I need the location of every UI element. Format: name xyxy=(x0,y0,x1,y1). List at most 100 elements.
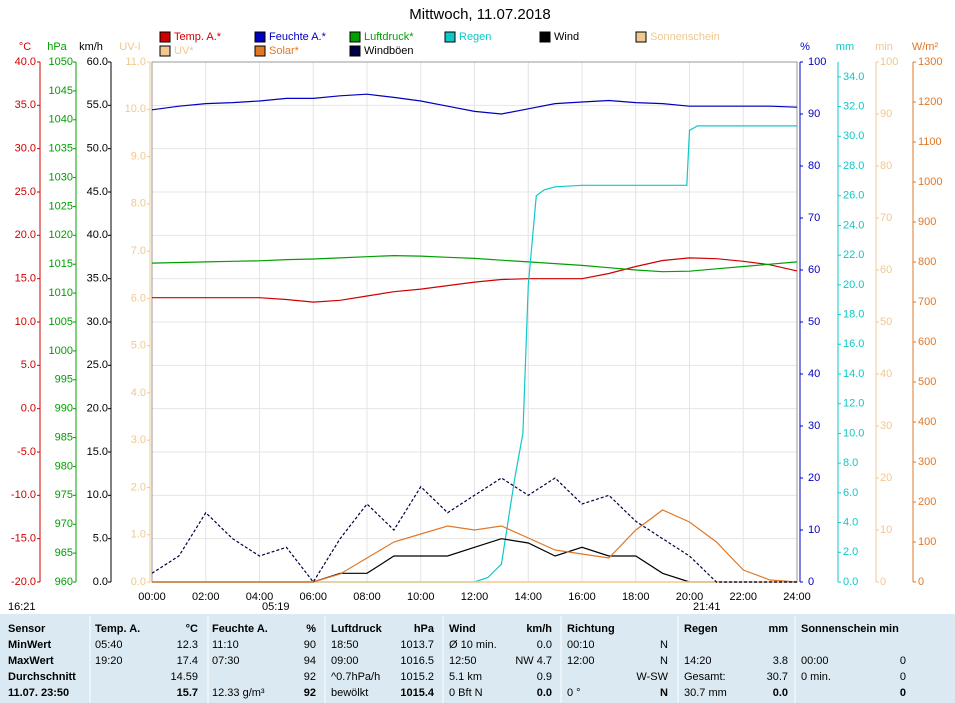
table-cell: Sonnenschein min xyxy=(801,623,899,635)
y-tick-label: 35.0 xyxy=(87,273,108,285)
y-tick-label: 5.0 xyxy=(93,533,108,545)
y-tick-label: 7.0 xyxy=(131,245,146,257)
y-tick-label: 1000 xyxy=(49,345,73,357)
legend-label: Windböen xyxy=(364,45,414,57)
table-cell: NW 4.7 xyxy=(515,655,552,667)
y-tick-label: 1100 xyxy=(918,136,942,148)
table-cell: N xyxy=(660,639,668,651)
table-cell: 05:40 xyxy=(95,639,123,651)
x-tick-label: 04:00 xyxy=(246,591,274,603)
legend-label: UV* xyxy=(174,45,194,57)
series-line xyxy=(151,254,798,273)
series-line xyxy=(151,93,798,115)
y-tick-label: 6.0 xyxy=(843,487,858,499)
y-tick-label: 9.0 xyxy=(131,150,146,162)
y-tick-label: 90 xyxy=(808,108,820,120)
y-tick-label: 995 xyxy=(55,374,73,386)
table-cell: MaxWert xyxy=(8,655,54,667)
y-tick-label: 60.0 xyxy=(87,56,108,68)
y-tick-label: 6.0 xyxy=(131,292,146,304)
table-cell: 17.4 xyxy=(177,655,198,667)
table-cell: 14.59 xyxy=(170,671,198,683)
y-tick-label: 0 xyxy=(808,576,814,588)
y-tick-label: 1005 xyxy=(49,316,73,328)
x-tick-label: 10:00 xyxy=(407,591,435,603)
y-tick-label: 60 xyxy=(808,264,820,276)
axis-label: % xyxy=(800,41,810,53)
table-cell: 00:10 xyxy=(567,639,595,651)
y-tick-label: 0 xyxy=(918,576,924,588)
y-tick-label: 1300 xyxy=(918,56,942,68)
y-tick-label: -10.0 xyxy=(11,489,36,501)
y-tick-label: 45.0 xyxy=(87,186,108,198)
series-line xyxy=(152,125,797,583)
y-tick-label: 0.0 xyxy=(131,576,146,588)
x-tick-label: 12:00 xyxy=(461,591,489,603)
series-line xyxy=(152,257,798,303)
table-cell: 12.3 xyxy=(177,639,198,651)
legend-swatch xyxy=(254,31,266,43)
table-cell: 0 xyxy=(900,671,906,683)
y-tick-label: 10.0 xyxy=(15,316,36,328)
table-cell: 0.0 xyxy=(537,639,552,651)
table-cell: Durchschnitt xyxy=(8,671,76,683)
table-cell: 12.33 g/m³ xyxy=(212,687,265,699)
table-cell: 1015.4 xyxy=(400,687,435,699)
table-cell: Regen xyxy=(684,623,718,635)
table-cell: 0 xyxy=(900,655,906,667)
y-tick-label: 70 xyxy=(808,212,820,224)
table-cell: 12:00 xyxy=(567,655,595,667)
y-tick-label: 1010 xyxy=(49,287,73,299)
y-tick-label: 100 xyxy=(808,56,826,68)
y-tick-label: 1030 xyxy=(49,171,73,183)
y-tick-label: 15.0 xyxy=(87,446,108,458)
legend-swatch xyxy=(349,31,361,43)
table-cell: 3.8 xyxy=(773,655,788,667)
axis-label: °C xyxy=(19,41,31,53)
y-tick-label: 50 xyxy=(808,316,820,328)
legend-swatch xyxy=(444,31,456,43)
y-tick-label: 965 xyxy=(55,547,73,559)
legend-label: Temp. A.* xyxy=(174,31,222,43)
table-cell: 0 Bft N xyxy=(449,687,483,699)
table-cell: 0.9 xyxy=(537,671,552,683)
y-tick-label: 0.0 xyxy=(843,576,858,588)
axis-label: km/h xyxy=(79,41,103,53)
x-tick-label: 22:00 xyxy=(729,591,757,603)
axis-label: mm xyxy=(836,41,854,53)
y-tick-label: -20.0 xyxy=(11,576,36,588)
y-tick-label: 40 xyxy=(880,368,892,380)
y-tick-label: 28.0 xyxy=(843,160,864,172)
y-tick-label: 1050 xyxy=(49,56,73,68)
axis-label: hPa xyxy=(47,41,67,53)
y-tick-label: 975 xyxy=(55,489,73,501)
y-tick-label: 8.0 xyxy=(131,198,146,210)
legend-label: Feuchte A.* xyxy=(269,31,327,43)
y-tick-label: 0.0 xyxy=(93,576,108,588)
y-tick-label: 400 xyxy=(918,416,936,428)
y-tick-label: 500 xyxy=(918,376,936,388)
y-tick-label: 20.0 xyxy=(87,403,108,415)
y-tick-label: 40.0 xyxy=(15,56,36,68)
table-cell: 12:50 xyxy=(449,655,477,667)
table-cell: % xyxy=(306,623,316,635)
y-tick-label: 1040 xyxy=(49,114,73,126)
y-tick-label: 12.0 xyxy=(843,398,864,410)
y-tick-label: 30.0 xyxy=(15,143,36,155)
y-tick-label: 10.0 xyxy=(87,489,108,501)
table-cell: ^0.7hPa/h xyxy=(331,671,380,683)
table-cell: 00:00 xyxy=(801,655,829,667)
y-tick-label: 3.0 xyxy=(131,434,146,446)
legend-swatch xyxy=(254,45,266,57)
y-tick-label: 50.0 xyxy=(87,143,108,155)
y-tick-label: 15.0 xyxy=(15,273,36,285)
table-cell: 30.7 mm xyxy=(684,687,727,699)
table-cell: 0 min. xyxy=(801,671,831,683)
table-cell: W-SW xyxy=(636,671,668,683)
x-tick-label: 16:00 xyxy=(568,591,596,603)
y-tick-label: 20 xyxy=(880,472,892,484)
series-line xyxy=(152,509,798,583)
x-tick-label: 00:00 xyxy=(138,591,166,603)
x-tick-label: 02:00 xyxy=(192,591,220,603)
table-cell: bewölkt xyxy=(331,687,368,699)
